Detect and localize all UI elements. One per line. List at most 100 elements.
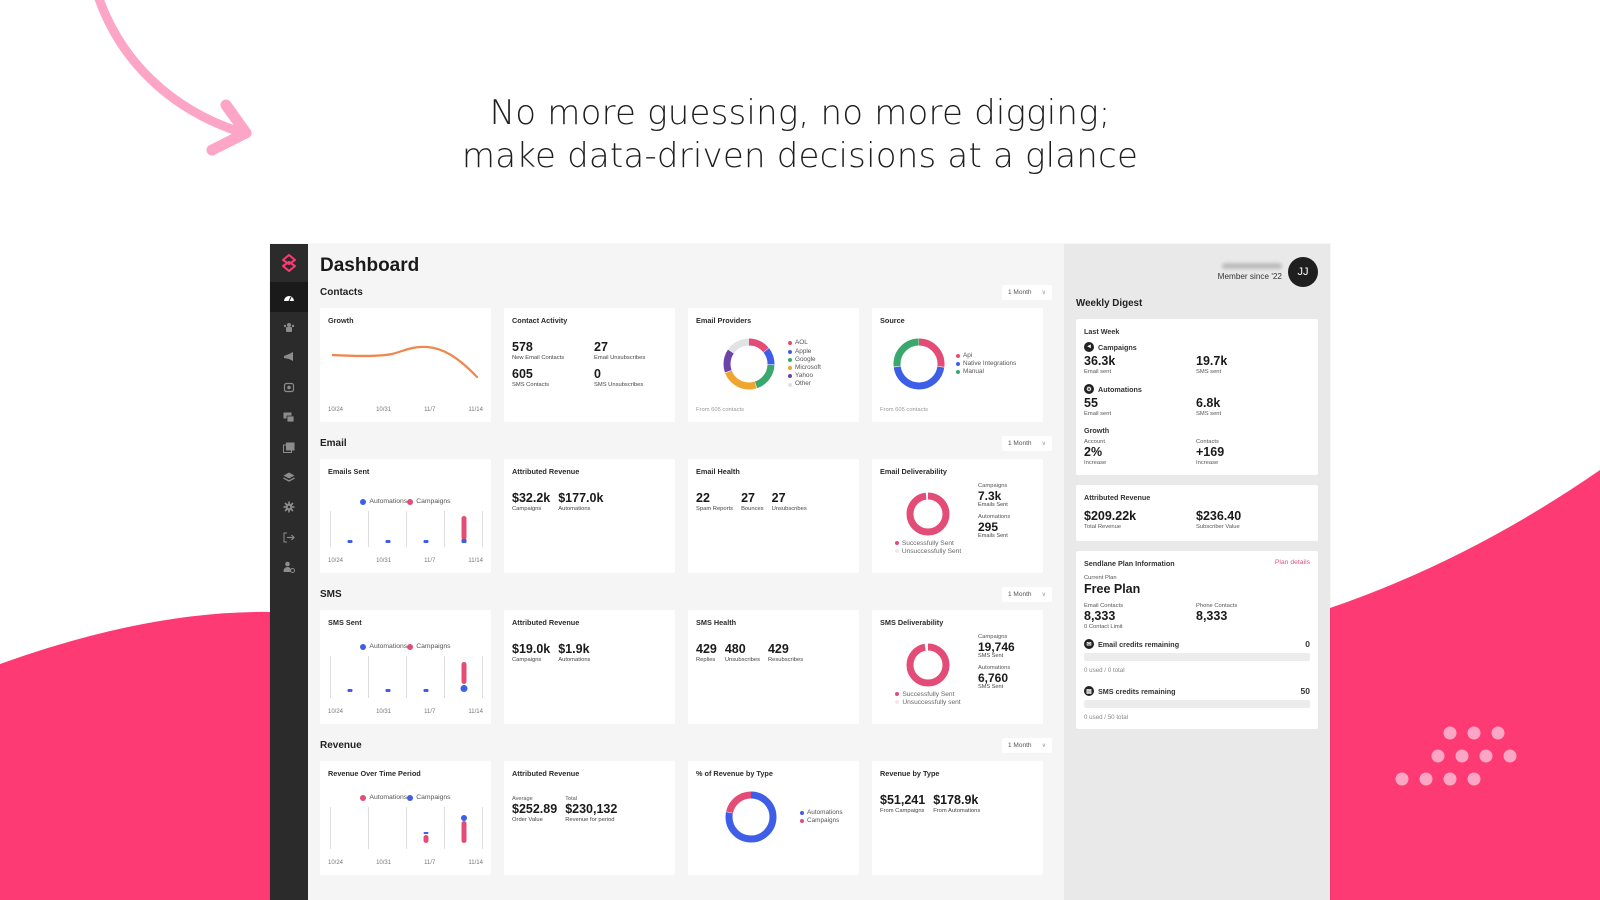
footnote: From 605 contacts [880, 407, 929, 413]
legend-label: Unsuccessfully sent [902, 699, 961, 706]
main-content: Dashboard Contacts 1 Month ∨ Growth 10/2… [308, 244, 1064, 900]
last-week-card: Last Week ◄ Campaigns 36.3k Email sent 19.… [1076, 319, 1318, 475]
sidebar-item-contacts[interactable] [270, 312, 308, 342]
stat-label: Total Revenue [1084, 524, 1122, 530]
sidebar-item-settings[interactable] [270, 492, 308, 522]
source-donut-chart [893, 338, 945, 390]
stat-value: 22 [696, 491, 710, 505]
stat-value: 6,760 [978, 671, 1009, 685]
stat-label: Bounces [741, 506, 764, 512]
section-title: SMS [320, 588, 342, 600]
stat-value: $19.0k [512, 642, 551, 656]
x-axis-labels: 10/24 10/31 11/7 11/14 [328, 558, 483, 564]
revenue-over-time-bar-chart [330, 807, 483, 849]
automations-subheader: ⚙ Automations [1084, 384, 1310, 394]
email-credits-row: ✉ Email credits remaining 0 [1084, 639, 1310, 649]
legend-label: Automations [369, 794, 408, 801]
email-health-card: Email Health 22 Spam Reports 27 Bounces 27… [688, 459, 859, 573]
card-title: Attributed Revenue [512, 467, 580, 476]
sidebar-item-logout[interactable] [270, 522, 308, 552]
sidebar-item-media[interactable] [270, 432, 308, 462]
user-profile[interactable]: Member since '22 JJ [1076, 250, 1318, 294]
subheader-label: Growth [1084, 426, 1110, 435]
chevron-down-icon: ∨ [1041, 742, 1046, 749]
stat-total-revenue: $209.22k Total Revenue [1084, 510, 1196, 531]
stat-value: 19,746 [978, 640, 1015, 654]
stat-label: New Email Contacts [512, 355, 565, 361]
email-contacts: Email Contacts 8,333 0 Contact Limit [1084, 602, 1196, 631]
providers-legend: AOL Apple Google Microsoft Yahoo Other [788, 339, 821, 388]
user-settings-icon [283, 561, 295, 573]
sms-deliverability-donut-chart [906, 643, 950, 687]
email-providers-donut-chart [723, 338, 775, 390]
legend-label: Manual [963, 368, 984, 376]
legend-item: Unsuccessfully Sent [894, 548, 961, 556]
stat-campaign-sms: 19.7k SMS sent [1196, 355, 1308, 376]
sidebar [270, 244, 308, 900]
x-label: 11/14 [468, 558, 483, 564]
legend-item: Google [788, 356, 821, 364]
legend-label: Campaigns [416, 794, 451, 801]
bar-column [406, 656, 444, 698]
sidebar-item-campaigns[interactable] [270, 342, 308, 372]
stat-automations-revenue: $1.9k Automations [558, 643, 590, 664]
email-deliverability-donut-chart [906, 492, 950, 536]
plan-details-link[interactable]: Plan details [1274, 559, 1310, 566]
x-label: 10/31 [376, 558, 392, 564]
stat-label: Subscriber Value [1196, 524, 1240, 530]
legend-label: Microsoft [795, 364, 821, 371]
card-title: Revenue Over Time Period [328, 769, 421, 778]
stat-label: Email Unsubscribes [594, 355, 646, 361]
time-range-select[interactable]: 1 Month ∨ [1002, 435, 1052, 451]
time-range-select[interactable]: 1 Month ∨ [1002, 284, 1052, 300]
stat-caption: Contacts [1196, 439, 1219, 445]
donut-with-legend: AOL Apple Google Microsoft Yahoo Other [696, 337, 851, 391]
revenue-by-type-card: Revenue by Type $51,241 From Campaigns $1… [872, 761, 1043, 875]
stat-bounces: 27 Bounces [741, 492, 764, 513]
attributed-revenue-summary-card: Attributed Revenue $209.22k Total Revenue… [1076, 485, 1318, 541]
x-label: 11/7 [424, 709, 436, 715]
time-range-select[interactable]: 1 Month ∨ [1002, 737, 1052, 753]
chevron-down-icon: ∨ [1041, 440, 1046, 447]
stat-value: 429 [767, 642, 789, 656]
stat-label: Order Value [512, 817, 543, 823]
email-cards-row: Emails Sent Automations Campaigns 10/24 … [320, 459, 1052, 573]
stat-caption: Total [565, 796, 578, 802]
chart-legend: Automations Campaigns [328, 794, 483, 801]
legend-label: AOL [795, 339, 808, 347]
card-title: Growth [328, 316, 354, 325]
card-title: SMS Health [696, 618, 737, 627]
stat-automation-emails: 55 Email sent [1084, 397, 1196, 418]
stat-value: 578 [512, 340, 533, 354]
source-legend: Api Native Integrations Manual [956, 352, 1016, 377]
megaphone-icon [284, 352, 293, 361]
sidebar-item-integrations[interactable] [270, 462, 308, 492]
email-attributed-revenue-card: Attributed Revenue $32.2k Campaigns $177.… [504, 459, 675, 573]
section-title: Revenue [320, 739, 362, 751]
time-range-select[interactable]: 1 Month ∨ [1002, 586, 1052, 602]
section-title: Email [320, 437, 347, 449]
stat-label: Revenue for period [565, 817, 615, 823]
growth-card: Growth 10/24 10/31 11/7 11/14 [320, 308, 491, 422]
x-label: 11/14 [468, 709, 483, 715]
footnote: From 605 contacts [696, 407, 745, 413]
stat-value: 7.3k [978, 489, 1002, 503]
legend-label: Apple [795, 347, 812, 355]
brand-logo[interactable] [270, 244, 308, 282]
time-range-value: 1 Month [1008, 590, 1032, 598]
stat-label: Automations [558, 657, 591, 663]
credits-label: SMS credits remaining [1098, 686, 1176, 696]
users-icon [283, 323, 295, 332]
sidebar-item-account[interactable] [270, 552, 308, 582]
legend-item: Manual [956, 368, 1016, 376]
sidebar-item-sms[interactable] [270, 402, 308, 432]
sidebar-item-automations[interactable] [270, 372, 308, 402]
avatar[interactable]: JJ [1288, 257, 1318, 287]
stat-label: SMS Contacts [512, 382, 550, 388]
x-label: 10/31 [376, 709, 392, 715]
legend-item: Other [788, 380, 821, 388]
revenue-stats: $209.22k Total Revenue $236.40 Subscriber … [1084, 510, 1310, 531]
stat-label: SMS Sent [978, 684, 1004, 690]
sidebar-item-dashboard[interactable] [270, 282, 308, 312]
